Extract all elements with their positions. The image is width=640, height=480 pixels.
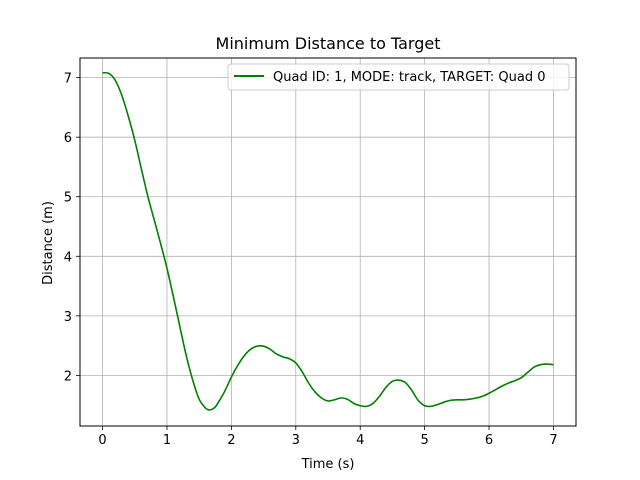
x-axis-title: Time (s) [301, 457, 355, 472]
series-line [102, 71, 554, 411]
x-tick-label: 6 [485, 433, 493, 448]
y-tick-label: 3 [64, 310, 72, 325]
x-tick-label: 4 [356, 433, 364, 448]
legend-box [227, 63, 570, 91]
x-tick-label: 2 [227, 433, 235, 448]
chart-title: Minimum Distance to Target [216, 34, 441, 53]
y-tick-label: 4 [64, 250, 72, 265]
x-tick-label: 7 [549, 433, 557, 448]
legend: Quad ID: 1, MODE: track, TARGET: Quad 0 [227, 63, 570, 91]
y-tick-label: 5 [64, 191, 72, 206]
x-tick-label: 1 [163, 433, 171, 448]
x-tick-label: 0 [98, 433, 106, 448]
legend-entry-label: Quad ID: 1, MODE: track, TARGET: Quad 0 [273, 70, 546, 85]
x-tick-label: 3 [292, 433, 300, 448]
y-axis-title: Distance (m) [41, 201, 56, 285]
ticks: 0 1 2 3 4 5 6 7 2 3 4 5 6 7 [64, 72, 558, 448]
y-tick-label: 6 [64, 131, 72, 146]
plot-frame [79, 57, 577, 427]
series-layer [102, 71, 554, 411]
x-tick-label: 5 [420, 433, 428, 448]
y-tick-label: 2 [64, 369, 72, 384]
y-tick-label: 7 [64, 72, 72, 87]
